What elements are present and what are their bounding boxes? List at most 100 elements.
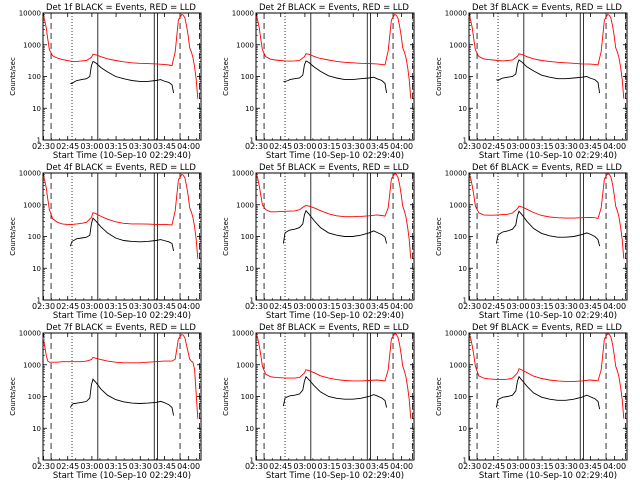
x-tick-label: 02:30 [458, 302, 481, 311]
x-tick-label: 03:30 [129, 462, 152, 471]
x-tick-label: 03:15 [105, 302, 128, 311]
series-line-black [495, 375, 601, 410]
y-tick-label: 100 [28, 73, 41, 81]
y-tick-label: 100 [241, 393, 254, 401]
series-line-red [255, 173, 412, 259]
x-tick-label: 03:15 [318, 462, 341, 471]
x-tick-label: 03:45 [579, 462, 602, 471]
x-tick-label: 02:45 [56, 142, 79, 151]
y-tick-label: 1 [250, 457, 254, 465]
y-axis-label: Counts/sec [9, 377, 17, 416]
x-tick-label: 03:15 [531, 302, 554, 311]
y-tick-label: 10 [32, 425, 41, 433]
chart-panel-2: Det 2f BLACK = Events, RED = LLD 1 10 100 10… [222, 3, 415, 161]
x-tick-label: 03:30 [129, 142, 152, 151]
y-tick-label: 10 [245, 425, 254, 433]
series-line-black [69, 217, 175, 252]
x-tick-label: 02:30 [245, 302, 268, 311]
y-tick-label: 100 [28, 233, 41, 241]
y-tick-label: 1 [250, 137, 254, 145]
chart-title: Det 4f BLACK = Events, RED = LLD [46, 163, 196, 173]
plot-frame [42, 332, 202, 461]
y-tick-label: 10 [458, 105, 467, 113]
y-tick-label: 10000 [445, 330, 467, 338]
chart-title: Det 3f BLACK = Events, RED = LLD [472, 3, 622, 13]
y-axis-label: Counts/sec [222, 377, 230, 416]
y-tick-label: 10000 [445, 170, 467, 178]
x-tick-label: 03:00 [80, 462, 103, 471]
x-tick-label: 02:30 [32, 462, 55, 471]
x-tick-label: 03:45 [153, 302, 176, 311]
y-tick-label: 100 [454, 233, 467, 241]
x-tick-label: 02:45 [56, 462, 79, 471]
chart-title: Det 9f BLACK = Events, RED = LLD [472, 323, 622, 333]
series-line-black [283, 60, 388, 94]
y-tick-label: 1000 [449, 41, 467, 49]
x-tick-label: 04:00 [390, 142, 413, 151]
y-tick-label: 10000 [232, 170, 254, 178]
x-axis-label: Start Time (10-Sep-10 02:29:40) [53, 311, 191, 321]
y-axis-label: Counts/sec [222, 217, 230, 256]
series-line-red [468, 333, 625, 419]
x-axis-label: Start Time (10-Sep-10 02:29:40) [266, 311, 404, 321]
x-tick-label: 03:00 [506, 142, 529, 151]
x-tick-label: 04:00 [177, 142, 200, 151]
series-line-red [468, 173, 625, 259]
x-tick-label: 02:45 [269, 142, 292, 151]
y-tick-label: 100 [241, 73, 254, 81]
y-axis-label: Counts/sec [9, 217, 17, 256]
chart-panel-1: Det 1f BLACK = Events, RED = LLD 1 10 100 10… [9, 3, 202, 161]
y-tick-label: 1000 [23, 361, 41, 369]
x-tick-label: 04:00 [390, 462, 413, 471]
y-tick-label: 1 [463, 297, 467, 305]
y-tick-label: 10000 [19, 10, 41, 18]
y-tick-label: 10 [245, 265, 254, 273]
y-tick-label: 1000 [236, 361, 254, 369]
x-tick-label: 03:15 [105, 462, 128, 471]
x-tick-label: 02:45 [56, 302, 79, 311]
x-tick-label: 04:00 [177, 462, 200, 471]
y-tick-label: 100 [454, 393, 467, 401]
x-tick-label: 03:00 [293, 302, 316, 311]
x-tick-label: 03:30 [555, 142, 578, 151]
y-tick-label: 1000 [23, 201, 41, 209]
y-tick-label: 1 [37, 297, 41, 305]
x-tick-label: 03:15 [318, 142, 341, 151]
y-axis-label: Counts/sec [435, 377, 443, 416]
x-tick-label: 02:30 [245, 142, 268, 151]
x-tick-label: 03:00 [80, 142, 103, 151]
x-tick-label: 03:45 [579, 142, 602, 151]
x-tick-label: 03:45 [366, 462, 389, 471]
x-tick-label: 03:15 [105, 142, 128, 151]
chart-panel-7: Det 7f BLACK = Events, RED = LLD 1 10 100 10… [9, 323, 202, 480]
series-line-black [496, 59, 601, 94]
x-tick-label: 03:45 [153, 142, 176, 151]
series-line-red [42, 13, 199, 99]
x-axis-label: Start Time (10-Sep-10 02:29:40) [479, 311, 617, 321]
y-tick-label: 10000 [232, 330, 254, 338]
x-tick-label: 03:45 [153, 462, 176, 471]
y-tick-label: 1 [463, 137, 467, 145]
chart-title: Det 1f BLACK = Events, RED = LLD [46, 3, 196, 13]
series-line-red [42, 173, 199, 259]
y-tick-label: 10 [245, 105, 254, 113]
x-tick-label: 03:30 [555, 462, 578, 471]
x-tick-label: 03:45 [579, 302, 602, 311]
series-line-black [282, 375, 388, 408]
chart-title: Det 2f BLACK = Events, RED = LLD [259, 3, 409, 13]
x-tick-label: 02:45 [482, 462, 505, 471]
chart-title: Det 6f BLACK = Events, RED = LLD [472, 163, 622, 173]
y-tick-label: 10 [32, 105, 41, 113]
x-tick-label: 03:00 [293, 142, 316, 151]
x-tick-label: 03:15 [531, 142, 554, 151]
y-axis-label: Counts/sec [435, 217, 443, 256]
x-axis-label: Start Time (10-Sep-10 02:29:40) [266, 471, 404, 480]
x-tick-label: 04:00 [390, 302, 413, 311]
y-axis-label: Counts/sec [222, 57, 230, 96]
x-tick-label: 03:15 [318, 302, 341, 311]
x-tick-label: 03:30 [555, 302, 578, 311]
x-axis-label: Start Time (10-Sep-10 02:29:40) [479, 151, 617, 161]
x-tick-label: 02:45 [482, 142, 505, 151]
y-tick-label: 1000 [449, 201, 467, 209]
